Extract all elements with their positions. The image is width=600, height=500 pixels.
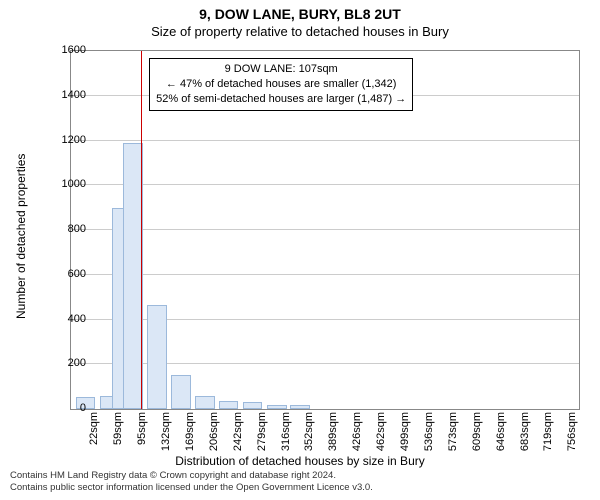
x-tick-label: 426sqm	[351, 412, 363, 452]
y-tick-label: 200	[46, 357, 86, 369]
x-tick-label: 462sqm	[375, 412, 387, 452]
x-tick-label: 132sqm	[160, 412, 172, 452]
x-tick-label: 609sqm	[471, 412, 483, 452]
gridline	[71, 274, 579, 275]
y-tick-label: 1600	[46, 44, 86, 56]
chart-subtitle: Size of property relative to detached ho…	[0, 22, 600, 39]
annotation-line: ← 47% of detached houses are smaller (1,…	[156, 77, 406, 92]
x-tick-label: 169sqm	[184, 412, 196, 452]
histogram-bar	[195, 396, 215, 409]
annotation-line: 52% of semi-detached houses are larger (…	[156, 92, 406, 107]
histogram-bar	[290, 405, 310, 409]
y-axis-label: Number of detached properties	[14, 154, 28, 319]
x-tick-label: 352sqm	[303, 412, 315, 452]
x-tick-label: 242sqm	[232, 412, 244, 452]
y-tick-label: 600	[46, 268, 86, 280]
property-marker-line	[141, 51, 142, 409]
histogram-bar	[171, 375, 191, 409]
chart-title: 9, DOW LANE, BURY, BL8 2UT	[0, 0, 600, 22]
x-tick-label: 536sqm	[423, 412, 435, 452]
y-tick-label: 800	[46, 223, 86, 235]
y-tick-label: 1400	[46, 89, 86, 101]
histogram-bar	[219, 401, 239, 409]
histogram-bar	[147, 305, 167, 409]
x-tick-label: 646sqm	[495, 412, 507, 452]
gridline	[71, 184, 579, 185]
y-tick-label: 400	[46, 313, 86, 325]
footer-attribution: Contains HM Land Registry data © Crown c…	[10, 470, 373, 494]
y-tick-label: 1000	[46, 178, 86, 190]
x-tick-label: 499sqm	[399, 412, 411, 452]
annotation-line: 9 DOW LANE: 107sqm	[156, 62, 406, 77]
x-tick-label: 279sqm	[256, 412, 268, 452]
x-tick-label: 573sqm	[447, 412, 459, 452]
histogram-bar	[267, 405, 287, 409]
gridline	[71, 229, 579, 230]
x-tick-label: 316sqm	[280, 412, 292, 452]
annotation-box: 9 DOW LANE: 107sqm← 47% of detached hous…	[149, 58, 413, 111]
gridline	[71, 140, 579, 141]
chart-plot-area: 9 DOW LANE: 107sqm← 47% of detached hous…	[70, 50, 580, 410]
x-axis-label: Distribution of detached houses by size …	[0, 454, 600, 468]
x-tick-label: 59sqm	[112, 412, 124, 452]
y-tick-label: 1200	[46, 134, 86, 146]
x-tick-label: 719sqm	[542, 412, 554, 452]
x-tick-label: 22sqm	[88, 412, 100, 452]
x-tick-label: 95sqm	[136, 412, 148, 452]
footer-line-1: Contains HM Land Registry data © Crown c…	[10, 470, 373, 482]
x-tick-label: 683sqm	[519, 412, 531, 452]
x-tick-label: 206sqm	[208, 412, 220, 452]
x-tick-label: 756sqm	[566, 412, 578, 452]
x-tick-label: 389sqm	[327, 412, 339, 452]
y-tick-label: 0	[46, 402, 86, 414]
footer-line-2: Contains public sector information licen…	[10, 482, 373, 494]
histogram-bar	[243, 402, 263, 409]
